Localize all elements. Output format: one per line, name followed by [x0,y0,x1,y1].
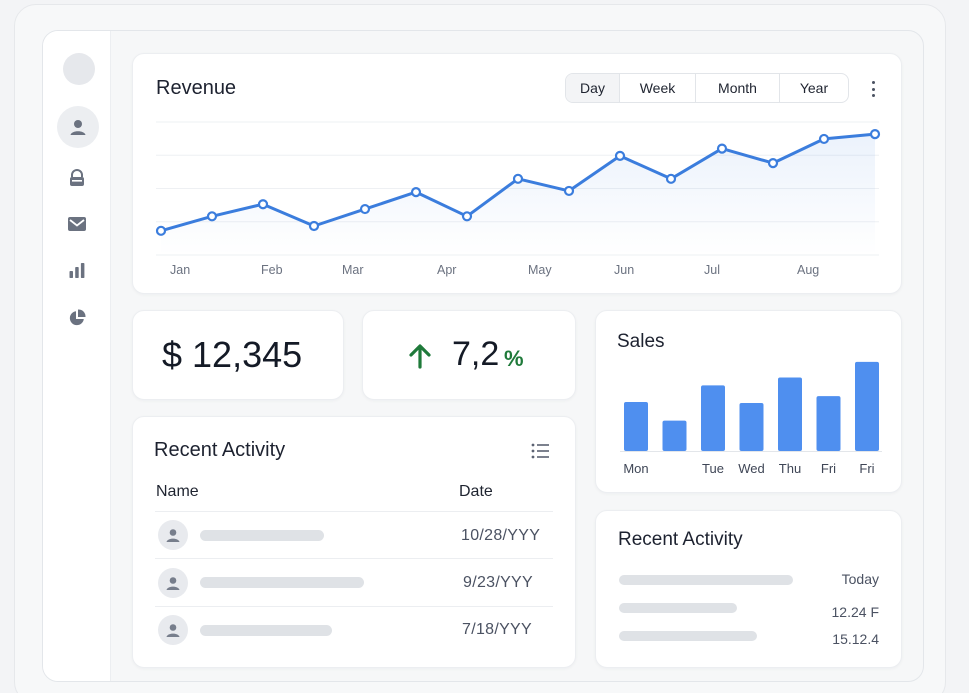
divider [155,558,553,559]
activity-placeholder [619,575,793,585]
revenue-area [161,134,875,255]
time-range-selector: Day Week Month Year [565,73,849,103]
x-tick-label: Apr [437,263,457,277]
range-month-button[interactable]: Month [696,74,780,102]
data-point [767,158,779,169]
data-point [869,128,881,140]
x-tick-label: Mar [342,263,364,277]
revenue-card: Revenue Day Week Month Year Jan Feb Mar Apr… [132,53,902,294]
sales-title: Sales [617,331,665,352]
kpi-growth-card: 7,2 % [362,310,576,400]
user-icon [166,577,180,590]
user-icon [166,624,180,637]
x-tick-label: Feb [261,263,283,277]
sales-bar [778,377,802,451]
sales-card: Sales Mon Tue Wed Thu Fri Fri [595,310,902,493]
sidebar-item-reports[interactable] [66,307,88,329]
sales-bar [816,396,841,451]
recent-activity-title: Recent Activity [154,439,286,461]
bar-label: Thu [778,461,802,476]
user-avatar[interactable] [57,106,99,148]
activity-placeholder [619,603,737,613]
row-avatar [158,520,188,550]
recent-activity-summary-title: Recent Activity [618,529,743,550]
sidebar-item-lock[interactable] [66,167,88,189]
lock-icon [70,169,84,186]
data-point [461,211,473,222]
user-icon [166,529,180,542]
range-week-button[interactable]: Week [620,74,696,102]
row-date: 10/28/YYY [461,527,541,544]
sidebar-item-mail[interactable] [66,213,88,235]
activity-value: Today [841,571,879,587]
row-avatar [158,615,188,645]
data-point [155,225,167,236]
data-point [818,133,830,145]
range-year-button[interactable]: Year [799,80,829,96]
pie-chart-icon [69,309,86,326]
x-tick-label: Jul [704,263,720,277]
range-day-button[interactable]: Day [566,74,620,102]
revenue-title: Revenue [156,77,237,99]
more-options-icon[interactable] [869,78,877,100]
data-point [665,173,677,184]
bar-label: Mon [623,461,649,476]
activity-placeholder [619,631,757,641]
mail-icon [68,217,86,231]
sidebar [43,31,111,681]
logo [63,53,95,85]
data-point [716,143,728,154]
data-point [563,185,575,197]
bar-chart-icon [69,263,85,278]
data-point [512,173,524,184]
bar-label: Fri [820,461,837,476]
arrow-up-icon [409,344,431,369]
sales-bar [662,420,687,451]
activity-value: 15.12.4 [832,631,879,647]
data-point [206,211,218,222]
column-header-name: Name [156,483,199,500]
name-placeholder [200,530,324,541]
row-date: 9/23/YYY [463,574,534,591]
column-header-date: Date [459,483,493,500]
revenue-line-chart [155,121,881,256]
list-view-icon[interactable] [531,443,551,459]
data-point [359,203,371,215]
sales-bar [701,385,725,451]
kpi-growth-unit: % [504,346,524,371]
sales-bar [739,402,764,451]
name-placeholder [200,625,332,636]
x-tick-label: May [528,263,552,277]
kpi-amount: $ 12,345 [162,334,303,375]
data-point [410,187,422,198]
sidebar-item-analytics[interactable] [66,259,88,281]
bar-label: Fri [859,461,875,476]
sales-bar [855,361,879,451]
x-tick-label: Jun [614,263,635,277]
recent-activity-card: Recent Activity Name Date 10/28/YYY 9/23… [132,416,576,668]
recent-activity-summary-card: Recent Activity Today 12.24 F 15.12.4 [595,510,902,668]
row-avatar [158,568,188,598]
user-icon [70,120,86,135]
dashboard-frame: Revenue Day Week Month Year Jan Feb Mar Apr… [42,30,924,682]
x-tick-label: Aug [797,263,820,277]
bar-label: Tue [702,461,724,476]
kpi-growth-value: 7,2 [452,335,500,373]
bar-label: Wed [738,461,765,476]
sales-bar [624,402,648,451]
sales-bar-chart [620,361,882,452]
data-point [257,199,269,210]
divider [155,511,553,512]
data-point [614,150,626,161]
activity-value: 12.24 F [831,604,879,620]
kpi-revenue-card: $ 12,345 [132,310,344,400]
x-tick-label: Jan [170,263,191,277]
data-point [308,220,320,232]
divider [155,606,553,607]
name-placeholder [200,577,364,588]
row-date: 7/18/YYY [462,621,533,638]
